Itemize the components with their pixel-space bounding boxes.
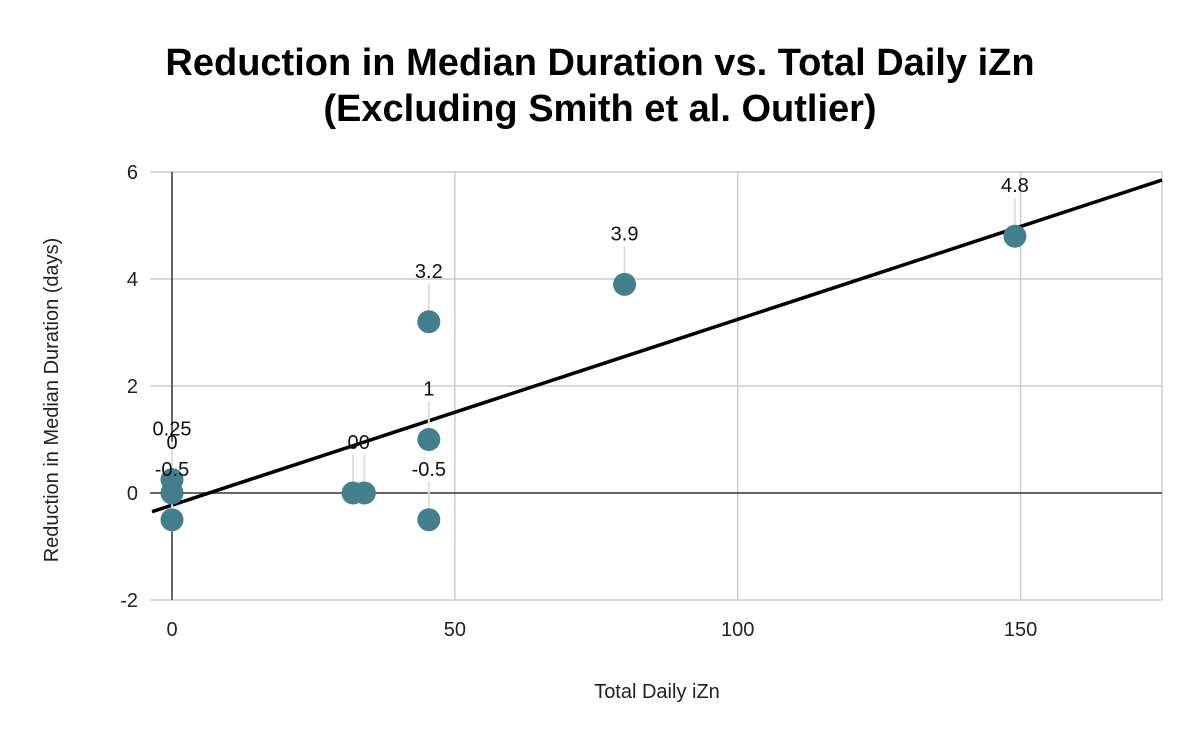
x-tick-label: 100 <box>721 619 754 641</box>
y-tick-label: -2 <box>120 590 138 612</box>
y-tick-label: 2 <box>127 376 138 398</box>
label-connectors <box>171 198 1016 510</box>
x-tick-label: 150 <box>1004 619 1037 641</box>
data-label: 0.25 <box>153 419 192 441</box>
gridlines <box>150 171 1163 601</box>
data-point <box>613 272 637 296</box>
data-point <box>1003 224 1027 248</box>
data-point <box>352 481 376 505</box>
data-label: -0.5 <box>155 459 189 481</box>
y-tick-label: 4 <box>127 269 138 291</box>
x-tick-label: 0 <box>166 619 177 641</box>
data-point <box>417 428 441 451</box>
data-label: 4.8 <box>1001 175 1029 197</box>
data-point <box>417 310 441 334</box>
data-label: 0 <box>359 432 370 454</box>
data-label: 3.2 <box>415 261 443 283</box>
data-label: -0.5 <box>412 459 446 481</box>
data-label: 0 <box>347 432 358 454</box>
x-axis-title: Total Daily iZn <box>594 681 720 703</box>
trendline-layer <box>151 178 1163 514</box>
chart-title-line-2: (Excluding Smith et al. Outlier) <box>323 88 877 130</box>
data-point <box>417 508 441 532</box>
chart-title: Reduction in Median Duration vs. Total D… <box>0 40 1200 132</box>
data-labels: 0.250-0.50 03.21-0.53.94.8 <box>153 175 1029 481</box>
data-points <box>160 224 1027 532</box>
chart-title-line-1: Reduction in Median Duration vs. Total D… <box>165 42 1035 84</box>
data-point <box>160 481 184 505</box>
data-label: 3.9 <box>611 223 639 245</box>
data-label: 0 <box>166 432 177 454</box>
y-tick-label: 0 <box>127 483 138 505</box>
data-label: 1 <box>423 379 434 401</box>
x-tick-label: 50 <box>444 619 466 641</box>
data-point <box>160 508 184 532</box>
y-axis-title: Reduction in Median Duration (days) <box>41 238 63 563</box>
y-tick-label: 6 <box>127 162 138 184</box>
trendline <box>151 178 1163 514</box>
